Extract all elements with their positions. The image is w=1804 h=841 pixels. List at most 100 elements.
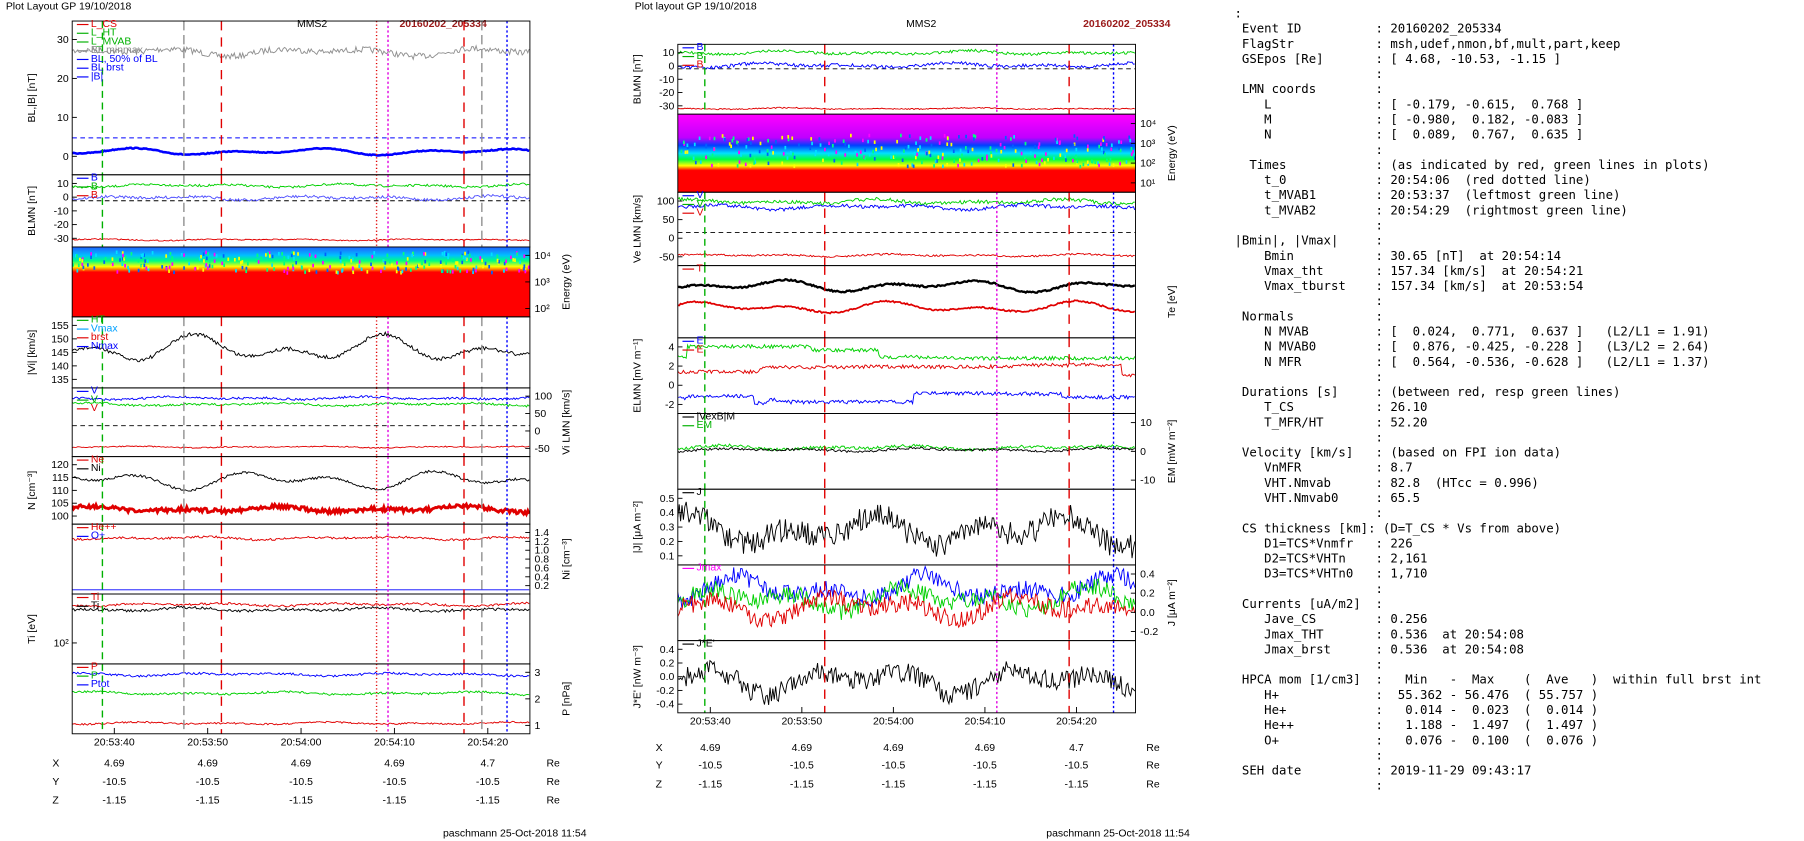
spectrogram-speckle (1094, 160, 1097, 165)
spectrogram-speckle (462, 255, 465, 260)
row-value: 4.69 (384, 758, 405, 769)
spectrogram-speckle (202, 268, 205, 272)
spectrogram-speckle (1014, 149, 1017, 153)
listing-line: SEH date : 2019-11-29 09:43:17 (1234, 764, 1531, 778)
spectrogram-speckle (1100, 142, 1102, 146)
spectrogram-speckle (455, 261, 457, 265)
panel: 10⁴ 10³ 10² Energy (eV) (71, 246, 573, 318)
spectrogram-speckle (142, 253, 144, 257)
spectrogram-speckle (1086, 160, 1089, 164)
trace (72, 193, 530, 203)
spectrogram-speckle (781, 161, 784, 166)
listing-line: HPCA mom [1/cm3] : Min - Max ( Ave ) wit… (1234, 673, 1761, 687)
spectrogram-speckle (747, 137, 750, 141)
listing-line: t_MVAB1 : 20:53:37 (leftmost green line) (1234, 188, 1620, 202)
tick-label: 0.4 (1140, 569, 1155, 580)
tick-label: 0 (535, 426, 541, 437)
listing-line: T_CS : 26.10 (1234, 400, 1427, 414)
spectrogram-speckle (1130, 147, 1133, 151)
row-value: 4.69 (700, 743, 721, 754)
spectrogram-speckle (854, 150, 857, 155)
trace (72, 535, 530, 542)
spectrogram-speckle (496, 258, 499, 263)
spectrogram-speckle (686, 143, 689, 147)
spectrogram-speckle (1118, 140, 1120, 144)
panel-content (677, 413, 1136, 490)
spectrogram-speckle (1119, 148, 1122, 153)
axis-label: BL,|B| [nT] (27, 73, 38, 122)
listing-line: : (1234, 582, 1382, 596)
spectrogram-speckle (371, 254, 374, 259)
spectrogram-speckle (970, 162, 973, 166)
spectrogram-speckle (75, 254, 78, 258)
spectrogram-speckle (1012, 144, 1014, 149)
spectrogram-speckle (247, 262, 249, 266)
spectrogram-speckle (933, 164, 935, 168)
axis-label: Ti [eV] (27, 614, 38, 644)
spectrogram-speckle (745, 145, 748, 149)
row-value: -10.5 (881, 761, 905, 772)
listing-line: : (1234, 658, 1382, 672)
spectrogram-speckle (516, 252, 519, 256)
panel-content (72, 21, 530, 175)
spectrogram-speckle (1103, 136, 1105, 140)
spectrogram-speckle (713, 136, 716, 141)
spectrogram-speckle (143, 263, 146, 268)
spectrogram-speckle (358, 264, 361, 269)
panel-frame (677, 413, 1136, 490)
legend-label: J*E' (696, 638, 714, 649)
spectrogram-speckle (952, 149, 955, 153)
spectrogram-speckle (772, 151, 774, 155)
spectrogram-speckle (1112, 163, 1115, 167)
spectrogram-speckle (1025, 159, 1027, 163)
spectrogram-speckle (1034, 145, 1036, 149)
spectrogram-speckle (301, 266, 303, 270)
panel-content (677, 265, 1136, 338)
tick-label: 115 (52, 473, 69, 484)
spectrogram-speckle (165, 254, 168, 258)
tick-label: 2 (535, 694, 541, 705)
spectrogram-speckle (395, 269, 398, 274)
spectrogram-speckle (267, 252, 269, 256)
spectrogram-speckle (713, 147, 715, 151)
legend-label: B (91, 181, 98, 192)
legend-label: B (91, 173, 98, 184)
listing-line: D2=TCS*VHTn : 2,161 (1234, 552, 1427, 566)
spectrogram-speckle (110, 263, 113, 268)
spectrogram-speckle (929, 153, 932, 158)
spectrogram-speckle (753, 161, 756, 165)
spectrogram-speckle (356, 263, 359, 268)
spectrogram-speckle (465, 257, 468, 262)
spectrogram-speckle (384, 261, 387, 265)
spectrogram-speckle (304, 270, 307, 274)
spectrogram-speckle (145, 266, 148, 271)
spectrogram-speckle (906, 164, 909, 169)
spectrogram-speckle (946, 142, 949, 146)
tick-label: 10⁴ (1140, 119, 1156, 130)
spectrogram-speckle (892, 155, 895, 159)
spectrogram-speckle (308, 268, 311, 273)
spectrogram-speckle (1110, 147, 1113, 152)
listing-line: GSEpos [Re] : [ 4.68, -10.53, -1.15 ] (1234, 52, 1561, 66)
spectrogram-speckle (447, 253, 450, 257)
spectrogram-speckle (297, 252, 299, 256)
listing-line: |Bmin|, |Vmax| : (1234, 234, 1382, 248)
trace (72, 469, 530, 492)
spectrogram-speckle (293, 257, 295, 261)
legend-label: L_HT (91, 28, 117, 39)
spectrogram-speckle (233, 258, 236, 262)
spectrogram-speckle (1125, 160, 1128, 164)
plot-header: Plot Layout GP 19/10/2018 (6, 1, 132, 12)
spectrogram-speckle (1020, 151, 1023, 156)
spectrogram-speckle (972, 134, 975, 138)
spectrogram-speckle (447, 255, 450, 260)
spectrogram-speckle (146, 259, 149, 263)
listing-line: N MFR : [ 0.564, -0.536, -0.628 ] (L2/L1… (1234, 355, 1709, 369)
legend-label: V (91, 394, 98, 405)
spectrogram-speckle (386, 253, 389, 258)
spectrogram-speckle (934, 159, 937, 164)
spectrogram-speckle (314, 254, 317, 259)
spectrogram-speckle (93, 266, 96, 270)
tick-label: -0.2 (1140, 627, 1158, 638)
